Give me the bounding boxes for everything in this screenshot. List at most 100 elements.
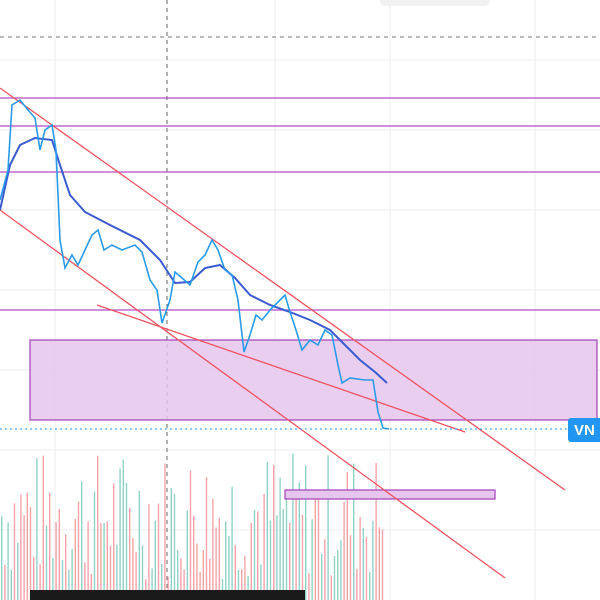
volume-bar: [317, 492, 320, 600]
volume-bar: [221, 578, 224, 600]
volume-bar: [145, 579, 147, 600]
volume-bar: [314, 494, 316, 600]
volume-bar: [285, 497, 288, 600]
volume-bar: [33, 557, 35, 600]
volume-bar: [209, 558, 211, 600]
volume-bar: [241, 569, 243, 600]
volume-bar: [295, 495, 297, 600]
toolbar-edge: [380, 0, 490, 6]
volume-bar: [42, 455, 44, 600]
volume-bar: [250, 522, 252, 600]
volume-bar: [151, 568, 153, 600]
volume-bar: [71, 548, 73, 600]
volume-bar: [257, 511, 259, 600]
volume-bar: [353, 463, 355, 600]
volume-bar: [218, 517, 220, 600]
volume-bar: [29, 507, 32, 600]
volume-bar: [103, 522, 105, 600]
volume-bar: [212, 498, 214, 600]
volume-bar: [378, 527, 380, 600]
volume: [1, 453, 384, 600]
volume-bar: [81, 481, 83, 600]
volume-bar: [125, 482, 128, 600]
volume-bar: [381, 529, 384, 600]
volume-bar: [1, 516, 3, 600]
volume-bar: [196, 543, 198, 600]
volume-bar: [289, 522, 291, 600]
volume-bar: [292, 453, 294, 600]
volume-bar: [36, 457, 38, 600]
volume-bar: [202, 550, 204, 600]
volume-bar: [193, 515, 195, 600]
volume-bar: [148, 503, 150, 600]
volume-bar: [7, 522, 9, 600]
volume-bar: [279, 477, 281, 600]
volume-bar: [13, 503, 16, 600]
volume-bar: [113, 483, 115, 600]
volume-bar: [77, 501, 80, 600]
volume-bar: [20, 494, 22, 600]
volume-bar: [122, 459, 124, 600]
volume-bar: [173, 494, 176, 600]
volume-bar: [167, 576, 169, 600]
volume-bar: [68, 569, 70, 600]
volume-bar: [308, 573, 310, 600]
volume-bar: [340, 540, 342, 600]
volume-bar: [324, 539, 326, 600]
volume-bar: [369, 572, 371, 600]
volume-bar: [84, 562, 86, 600]
volume-bar: [26, 492, 28, 600]
volume-bar: [55, 522, 57, 600]
volume-bar: [362, 527, 364, 600]
volume-bar: [301, 514, 304, 600]
volume-bar: [157, 503, 160, 600]
moving-average: [0, 136, 388, 384]
volume-bar: [93, 491, 96, 600]
volume-bar: [337, 549, 339, 600]
volume-bar: [138, 490, 140, 600]
volume-bar: [215, 527, 217, 600]
volume-bar: [90, 573, 92, 600]
volume-bar: [135, 552, 137, 600]
volume-bar: [164, 463, 166, 600]
volume-bar: [343, 502, 345, 600]
volume-bar: [74, 518, 76, 600]
volume-bar: [119, 468, 121, 600]
bottom-bar: [30, 590, 305, 600]
volume-bar: [234, 545, 236, 600]
volume-bar: [263, 493, 265, 600]
volume-bar: [321, 553, 323, 600]
volume-bar: [330, 575, 332, 600]
volume-bar: [87, 521, 89, 600]
volume-bar: [170, 488, 172, 600]
volume-bar: [372, 520, 374, 600]
volume-bar: [161, 563, 163, 600]
volume-bar: [327, 455, 329, 600]
level-lines: [0, 97, 600, 311]
volume-bar: [97, 455, 99, 600]
price: [0, 98, 390, 430]
volume-bar: [359, 516, 361, 600]
volume-bar: [189, 470, 192, 600]
volume-bar: [186, 510, 188, 600]
volume-bar: [311, 519, 313, 600]
volume-bar: [132, 537, 134, 600]
volume-bar: [205, 477, 208, 600]
volume-bar: [253, 509, 256, 600]
volume-bar: [244, 555, 246, 600]
volume-bar: [298, 482, 300, 600]
price-tag: [568, 418, 600, 442]
volume-bar: [346, 472, 348, 600]
volume-bar: [106, 521, 108, 600]
volume-bar: [228, 536, 230, 600]
trend-lines: [0, 87, 566, 579]
volume-bar: [266, 462, 268, 600]
volume-bar: [61, 560, 64, 600]
price-tag-label: VN: [574, 422, 595, 439]
volume-bar: [4, 564, 6, 600]
volume-bar: [116, 544, 118, 600]
volume-bar: [199, 571, 201, 600]
volume-bar: [58, 508, 60, 600]
